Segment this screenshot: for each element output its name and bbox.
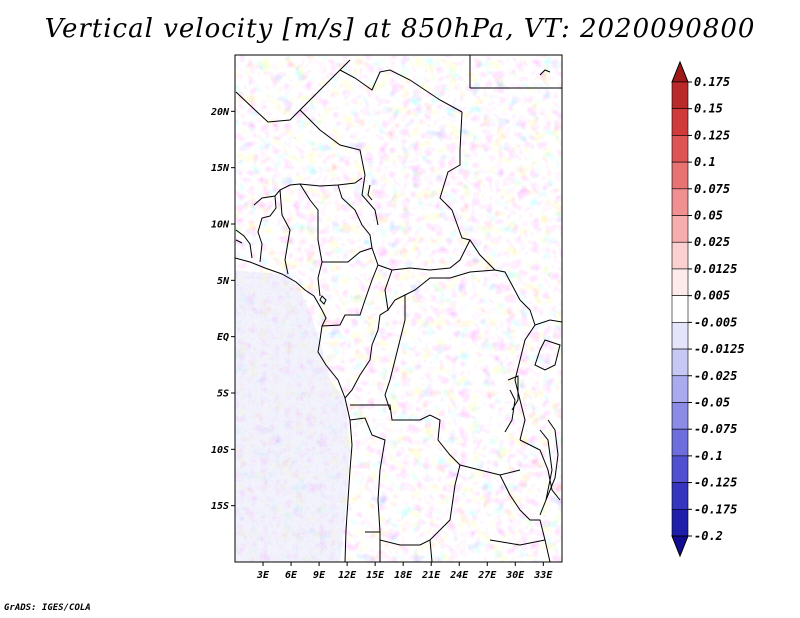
lat-tick-label: EQ (217, 332, 229, 343)
colorbar-bin (671, 508, 689, 537)
colorbar-level-label: 0.175 (694, 75, 730, 89)
colorbar-bin (671, 161, 689, 190)
grads-credit: GrADS: IGES/COLA (4, 603, 91, 613)
lon-tick-label: 12E (338, 570, 357, 581)
colorbar-bin (671, 295, 689, 323)
colorbar-level-label: 0.0125 (694, 262, 737, 276)
colorbar-bin (671, 135, 689, 163)
colorbar-bin (671, 455, 689, 483)
colorbar-level-label: -0.1 (694, 449, 723, 463)
lat-tick-label: 10S (211, 445, 229, 456)
colorbar-level-label: 0.15 (694, 102, 723, 116)
colorbar-bin (671, 428, 689, 457)
colorbar-level-label: -0.025 (694, 369, 737, 383)
lat-tick-label: 15N (211, 163, 230, 174)
colorbar-bin (671, 108, 689, 136)
lon-tick-label: 15E (366, 570, 385, 581)
colorbar-level-label: -0.05 (694, 395, 730, 409)
colorbar: 0.175 0.15 0.125 0.1 0.075 0.05 0.025 0.0125 0.0… (671, 60, 745, 558)
colorbar-level-label: -0.125 (694, 476, 737, 490)
colorbar-level-label: -0.075 (694, 422, 737, 436)
colorbar-level-label: 0.05 (694, 209, 723, 223)
lat-tick-label: 5N (217, 276, 230, 287)
lon-tick-label: 27E (477, 570, 497, 581)
lon-tick-label: 33E (533, 570, 553, 581)
colorbar-level-label: -0.0125 (694, 342, 745, 356)
lat-tick-label: 20N (210, 107, 230, 118)
colorbar-level-label: 0.125 (694, 128, 730, 142)
colorbar-bin (671, 375, 689, 403)
lon-tick-label: 6E (285, 570, 298, 581)
colorbar-level-label: -0.005 (694, 315, 737, 329)
map-frame (234, 54, 563, 563)
colorbar-bin (671, 241, 689, 270)
lon-tick-label: 30E (505, 570, 525, 581)
lon-tick-label: 18E (394, 570, 413, 581)
colorbar-level-label: -0.2 (694, 529, 723, 543)
lon-tick-label: 3E (256, 570, 270, 581)
longitude-axis: 3E 6E 9E 12E 15E 18E 21E 24E 27E 30E 33E (256, 562, 553, 581)
lon-tick-label: 21E (421, 570, 441, 581)
colorbar-bin (671, 188, 689, 216)
colorbar-bin (671, 482, 689, 510)
colorbar-level-label: 0.025 (694, 235, 730, 249)
lat-tick-label: 15S (211, 501, 229, 512)
country-borders (235, 55, 562, 562)
vertical-velocity-field (235, 55, 562, 562)
colorbar-bin (671, 322, 689, 350)
colorbar-bin (671, 215, 689, 243)
colorbar-top-arrow (671, 60, 689, 83)
colorbar-level-label: -0.175 (694, 502, 737, 516)
lon-tick-label: 24E (449, 570, 469, 581)
map-title: Vertical velocity [m/s] at 850hPa, VT: 2… (44, 14, 756, 44)
latitude-axis: 20N 15N 10N 5N EQ 5S 10S 15S (210, 107, 235, 512)
colorbar-level-label: 0.005 (694, 289, 730, 303)
lat-tick-label: 10N (211, 220, 230, 231)
colorbar-level-label: 0.1 (694, 155, 716, 169)
colorbar-bin (671, 402, 689, 430)
colorbar-bin (671, 81, 689, 110)
colorbar-bin (671, 348, 689, 377)
lat-tick-label: 5S (217, 389, 229, 400)
colorbar-bottom-arrow (671, 535, 689, 558)
lon-tick-label: 9E (313, 570, 326, 581)
colorbar-level-label: 0.075 (694, 182, 730, 196)
colorbar-bin (671, 268, 689, 296)
